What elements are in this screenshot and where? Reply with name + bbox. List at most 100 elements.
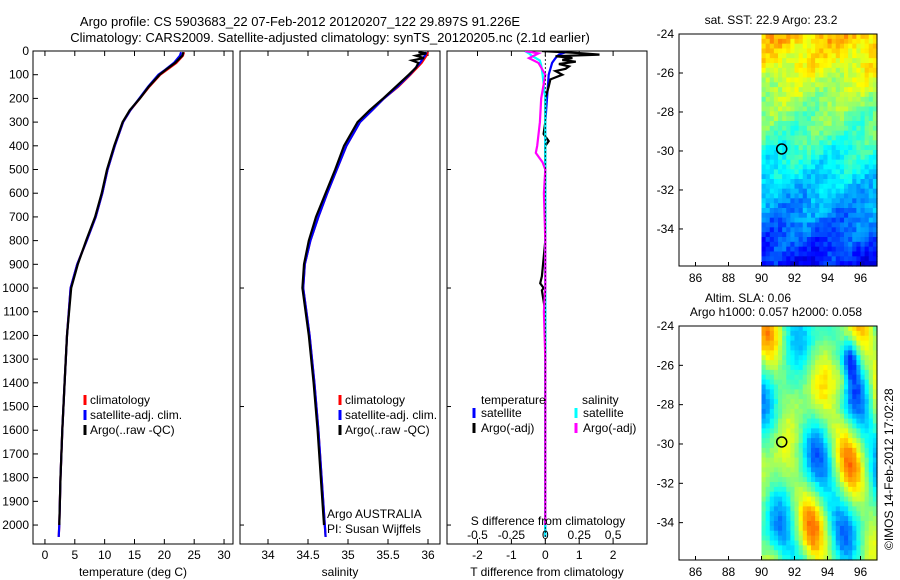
map-cell: [819, 150, 824, 156]
map-cell: [831, 345, 837, 351]
map-cell: [765, 145, 771, 151]
map-cell: [856, 326, 862, 332]
map-cell: [786, 428, 791, 434]
map-cell: [868, 360, 874, 366]
map-cell: [864, 43, 870, 50]
map-cell: [848, 159, 853, 166]
map-cell: [806, 330, 812, 337]
map-cell: [815, 116, 820, 122]
map-cell: [773, 217, 779, 224]
map-cell: [765, 237, 771, 243]
map-cell: [860, 379, 866, 386]
map-cell: [761, 447, 767, 454]
map-cell: [782, 423, 787, 429]
map-cell: [823, 193, 829, 199]
map-cell: [811, 340, 816, 347]
map-cell: [819, 135, 824, 141]
x-tick-label: 25: [188, 548, 202, 562]
map-cell: [773, 506, 779, 512]
map-cell: [765, 82, 771, 88]
map-cell: [823, 433, 829, 439]
legend-label: Argo(-adj): [583, 421, 636, 435]
map-cell: [786, 53, 791, 59]
map-cell: [794, 452, 800, 459]
map-cell: [811, 121, 816, 127]
map-cell: [765, 530, 771, 537]
map-cell: [773, 496, 779, 503]
map-cell: [856, 183, 862, 190]
map-cell: [802, 467, 808, 473]
x-tick-label: 88: [722, 565, 736, 579]
map-cell: [778, 222, 783, 228]
map-cell: [839, 428, 845, 434]
map-cell: [765, 77, 771, 83]
temperature-chart: 0 5 10 15 20 25 300100200300400500600700800900…: [2, 44, 234, 579]
map-cell: [778, 208, 783, 214]
map-cell: [856, 408, 862, 415]
map-cell: [798, 58, 804, 64]
x-tick-label: 94: [821, 271, 835, 285]
map-cell: [773, 227, 779, 233]
map-cell: [794, 121, 800, 127]
map-cell: [844, 516, 849, 522]
map-cell: [794, 360, 800, 366]
map-cell: [815, 545, 820, 551]
map-cell: [790, 96, 796, 103]
x2-axis-label: S difference from climatology: [471, 514, 626, 528]
map-cell: [794, 408, 800, 415]
map-cell: [839, 506, 845, 512]
map-cell: [835, 452, 841, 459]
map-cell: [773, 447, 779, 454]
map-cell: [790, 150, 796, 156]
map-cell: [831, 433, 837, 439]
map-cell: [844, 418, 849, 425]
map-cell: [761, 482, 767, 488]
series-line-argo-raw-qc: [301, 51, 427, 526]
map-cell: [778, 525, 783, 532]
map-cell: [778, 447, 783, 454]
map-cell: [765, 413, 771, 420]
map-cell: [852, 198, 857, 204]
map-cell: [839, 208, 845, 214]
map-cell: [864, 193, 870, 199]
map-cell: [839, 82, 845, 88]
map-cell: [852, 540, 857, 546]
map-cell: [794, 326, 800, 332]
map-cell: [852, 326, 857, 332]
map-cell: [848, 477, 853, 483]
map-cell: [852, 418, 857, 425]
map-cell: [872, 179, 878, 185]
map-cell: [811, 462, 816, 468]
map-cell: [798, 457, 804, 464]
map-cell: [844, 222, 849, 228]
map-cell: [798, 159, 804, 166]
map-cell: [815, 87, 820, 93]
map-cell: [761, 350, 767, 356]
map-cell: [794, 212, 800, 219]
map-cell: [852, 389, 857, 395]
map-cell: [860, 77, 866, 83]
map-cell: [769, 374, 775, 381]
map-cell: [786, 77, 791, 83]
map-cell: [860, 452, 866, 459]
map-cell: [872, 501, 878, 507]
map-cell: [786, 350, 791, 356]
map-cell: [778, 438, 783, 444]
map-cell: [786, 164, 791, 170]
map-cell: [831, 457, 837, 464]
map-cell: [827, 232, 833, 238]
map-cell: [798, 379, 804, 386]
map-cell: [856, 63, 862, 69]
map-cell: [815, 106, 820, 112]
map-cell: [852, 535, 857, 542]
map-cell: [773, 198, 779, 204]
map-cell: [872, 521, 878, 527]
map-cell: [778, 462, 783, 468]
map-cell: [790, 125, 796, 132]
map-cell: [852, 116, 857, 122]
map-cell: [839, 222, 845, 228]
map-cell: [815, 111, 820, 117]
map-cell: [823, 43, 829, 50]
map-cell: [864, 433, 870, 439]
map-cell: [790, 58, 796, 64]
